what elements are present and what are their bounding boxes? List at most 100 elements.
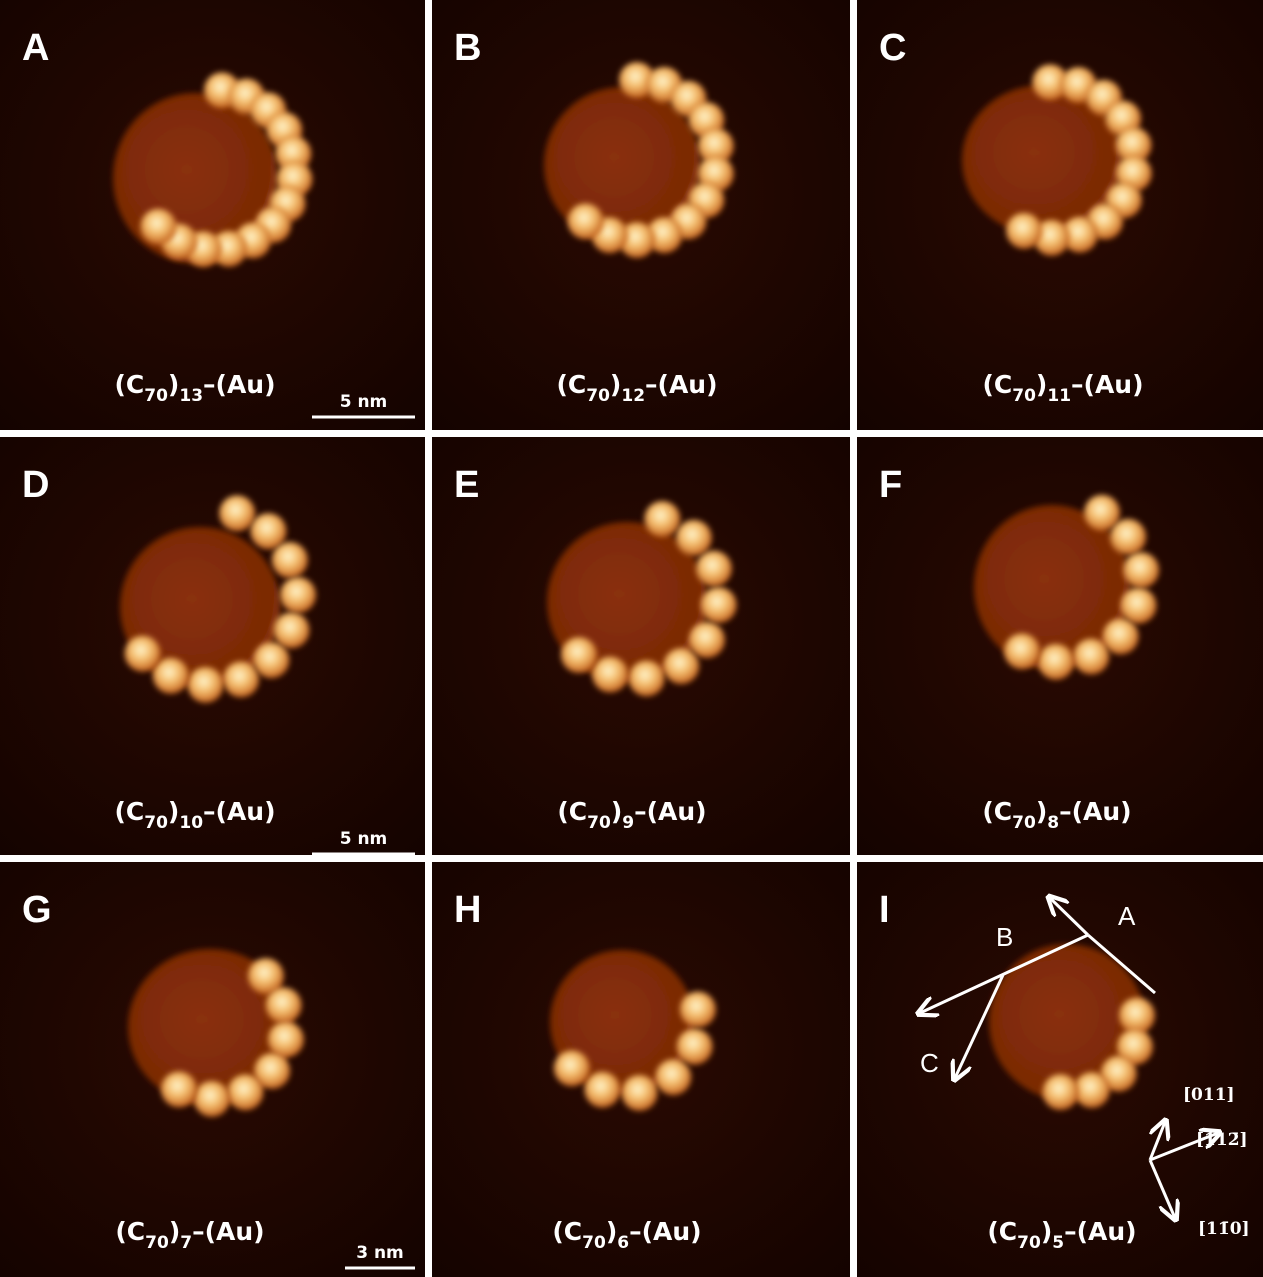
molecule — [1119, 998, 1155, 1034]
direction-label: [11̄0] — [1198, 1219, 1250, 1239]
panel: H(C70)6–(Au) — [432, 862, 850, 1277]
molecule — [1038, 644, 1074, 680]
panel: I (C70)5–(Au) — [857, 862, 1263, 1277]
direction-label: [112̄] — [1196, 1130, 1248, 1150]
molecule — [592, 656, 628, 692]
molecule — [1073, 638, 1109, 674]
panel-letter: D — [22, 464, 49, 506]
formula-sub: 12 — [621, 386, 645, 406]
panel: D (C70)10–(Au) 5 nm — [0, 437, 425, 855]
formula-part: –(Au) — [1059, 797, 1132, 826]
panel-letter: G — [22, 889, 52, 931]
formula-sub: 13 — [179, 386, 203, 406]
formula-sub: 5 — [1052, 1233, 1064, 1253]
figure: A(C70)13–(Au)5 nmB(C70)12–(Au)C(C70)11–(… — [0, 0, 1263, 1277]
formula-sub: 70 — [587, 813, 611, 833]
scale-bar-label: 5 nm — [340, 392, 388, 412]
molecule — [250, 513, 286, 549]
formula-sub: 9 — [622, 813, 634, 833]
formula-part: (C — [557, 797, 587, 826]
formula-part: –(Au) — [203, 797, 276, 826]
molecule — [153, 658, 189, 694]
molecule — [272, 542, 308, 578]
panel-letter: F — [879, 464, 902, 506]
molecule — [268, 1022, 304, 1058]
scale-bar-label: 5 nm — [340, 829, 388, 849]
molecule — [266, 987, 302, 1023]
formula-sub: 70 — [1017, 1233, 1041, 1253]
molecule — [194, 1081, 230, 1117]
molecule — [680, 991, 716, 1027]
panel-letter: C — [879, 27, 906, 69]
formula-part: ) — [1041, 1217, 1052, 1246]
facet-label: C — [920, 1048, 939, 1078]
formula-sub: 7 — [180, 1233, 192, 1253]
molecule — [1110, 519, 1146, 555]
panel-letter: B — [454, 27, 481, 69]
formula-sub: 8 — [1047, 813, 1059, 833]
formula-part: ) — [168, 797, 179, 826]
formula-part: ) — [610, 370, 621, 399]
molecule — [161, 1071, 197, 1107]
molecule — [701, 587, 737, 623]
formula-part: –(Au) — [1064, 1217, 1137, 1246]
formula-sub: 70 — [144, 813, 168, 833]
molecule — [655, 1059, 691, 1095]
molecule — [125, 636, 161, 672]
molecule — [219, 495, 255, 531]
panel-letter: H — [454, 889, 481, 931]
formula-part: ) — [168, 370, 179, 399]
molecule — [644, 501, 680, 537]
panel-letter: A — [22, 27, 49, 69]
molecule — [273, 612, 309, 648]
molecule — [227, 1074, 263, 1110]
molecule — [188, 667, 224, 703]
molecule — [554, 1050, 590, 1086]
formula-part: (C — [552, 1217, 582, 1246]
molecule — [629, 660, 665, 696]
formula-sub: 70 — [145, 1233, 169, 1253]
formula-part: ) — [169, 1217, 180, 1246]
molecule — [689, 622, 725, 658]
molecule — [561, 637, 597, 673]
molecule — [1043, 1074, 1079, 1110]
formula-part: (C — [114, 370, 144, 399]
formula-sub: 70 — [582, 1233, 606, 1253]
molecule — [1006, 213, 1042, 249]
molecule — [1123, 552, 1159, 588]
panel: F(C70)8–(Au) — [857, 437, 1263, 855]
formula-part: ) — [1036, 370, 1047, 399]
molecule — [622, 1075, 658, 1111]
formula-sub: 70 — [1012, 386, 1036, 406]
formula-part: ) — [611, 797, 622, 826]
formula-part: ) — [606, 1217, 617, 1246]
molecule — [253, 642, 289, 678]
molecule — [677, 1029, 713, 1065]
molecule — [280, 577, 316, 613]
formula-sub: 10 — [179, 813, 203, 833]
molecule — [1004, 633, 1040, 669]
formula-part: (C — [114, 797, 144, 826]
formula-sub: 6 — [617, 1233, 629, 1253]
direction-label: [011] — [1183, 1085, 1235, 1105]
formula-part: –(Au) — [645, 370, 718, 399]
panel: B (C70)12–(Au) — [432, 0, 850, 430]
facet-label: A — [1118, 901, 1136, 931]
panel: A(C70)13–(Au)5 nm — [0, 0, 425, 430]
panel: E(C70)9–(Au) — [432, 437, 850, 855]
molecule — [140, 209, 176, 245]
formula-part: (C — [115, 1217, 145, 1246]
molecule — [223, 661, 259, 697]
formula-part: (C — [987, 1217, 1017, 1246]
formula-part: ) — [1036, 797, 1047, 826]
facet-label: B — [996, 922, 1013, 952]
molecule — [568, 203, 604, 239]
panel-letter: I — [879, 889, 890, 931]
panel-letter: E — [454, 464, 479, 506]
scale-bar-label: 3 nm — [356, 1243, 404, 1263]
formula-sub: 70 — [586, 386, 610, 406]
panel: C(C70)11–(Au) — [857, 0, 1263, 430]
formula-part: (C — [556, 370, 586, 399]
panel: G(C70)7–(Au)3 nm — [0, 862, 425, 1277]
formula-sub: 70 — [144, 386, 168, 406]
